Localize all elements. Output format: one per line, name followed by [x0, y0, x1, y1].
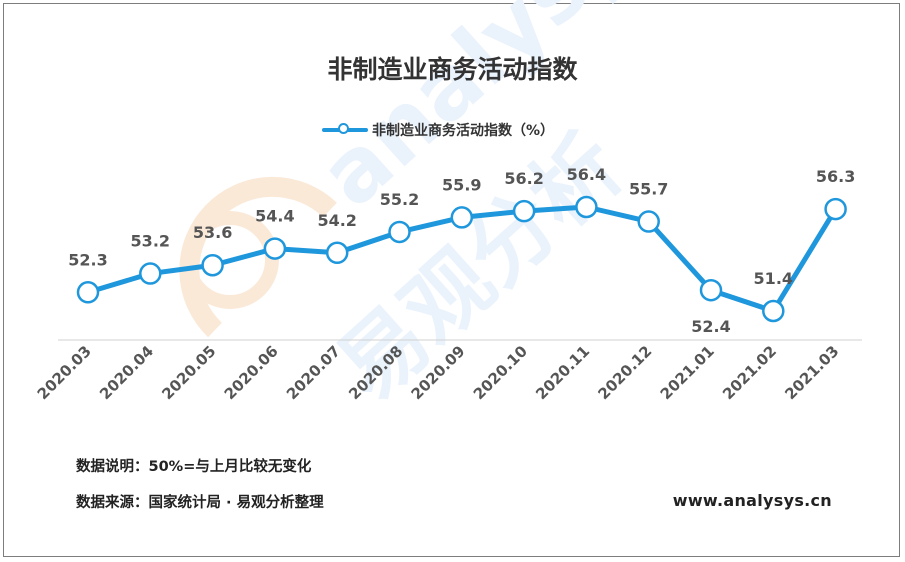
data-label-2020.03: 52.3 — [68, 250, 107, 269]
x-tick-label-2021.03: 2021.03 — [781, 342, 842, 403]
data-source: 数据来源：国家统计局 · 易观分析整理 — [76, 495, 324, 511]
data-point-2021.02 — [762, 299, 785, 323]
data-label-2020.05: 53.6 — [193, 223, 232, 242]
x-tick-label-2020.11: 2020.11 — [532, 342, 593, 403]
data-point-2021.01 — [699, 278, 723, 302]
data-label-2020.04: 53.2 — [131, 232, 170, 251]
data-label-2020.10: 56.2 — [504, 169, 543, 188]
x-tick-label-2020.03: 2020.03 — [34, 342, 95, 403]
x-tick-label-2020.12: 2020.12 — [594, 342, 655, 403]
chart-title: 非制造业商务活动指数 — [327, 55, 578, 84]
data-label-2020.09: 55.9 — [442, 175, 481, 194]
legend-line-marker — [322, 123, 368, 134]
data-label-2021.03: 56.3 — [816, 167, 855, 186]
data-label-2020.12: 55.7 — [629, 180, 668, 199]
data-label-2020.07: 54.2 — [317, 211, 356, 230]
data-point-2020.07 — [325, 241, 349, 265]
data-point-2021.03 — [824, 197, 847, 221]
data-point-2020.03 — [76, 281, 100, 304]
data-point-2020.08 — [388, 220, 411, 244]
x-tick-label-2020.10: 2020.10 — [470, 342, 531, 403]
chart-frame — [3, 3, 900, 557]
data-point-2020.09 — [450, 206, 474, 229]
x-tick-label-2020.07: 2020.07 — [283, 342, 344, 403]
x-tick-label-2021.01: 2021.01 — [657, 342, 718, 403]
x-tick-label-2020.08: 2020.08 — [345, 342, 406, 403]
data-point-2020.12 — [637, 210, 660, 233]
x-tick-label-2020.04: 2020.04 — [96, 342, 157, 403]
x-tick-label-2020.05: 2020.05 — [158, 342, 219, 403]
data-point-2020.04 — [139, 262, 162, 285]
data-label-2020.06: 54.4 — [255, 207, 294, 226]
data-label-2021.01: 52.4 — [691, 317, 730, 336]
data-explanation: 数据说明：50%=与上月比较无变化 — [76, 459, 312, 475]
x-tick-label-2021.02: 2021.02 — [719, 342, 780, 403]
legend: 非制造业商务活动指数（%） — [322, 118, 554, 142]
data-label-2020.11: 56.4 — [567, 165, 606, 184]
legend-label: 非制造业商务活动指数（%） — [372, 123, 555, 139]
data-point-2020.06 — [263, 237, 287, 260]
data-label-2021.02: 51.4 — [754, 269, 793, 288]
data-point-2020.05 — [201, 253, 224, 277]
data-point-2020.10 — [512, 199, 536, 223]
x-tick-label-2020.09: 2020.09 — [408, 342, 469, 403]
data-label-2020.08: 55.2 — [380, 190, 419, 209]
x-tick-label-2020.06: 2020.06 — [221, 342, 282, 403]
website-link[interactable]: www.analysys.cn — [672, 491, 832, 510]
legend-dot-marker — [338, 123, 349, 134]
data-point-2020.11 — [575, 195, 598, 219]
